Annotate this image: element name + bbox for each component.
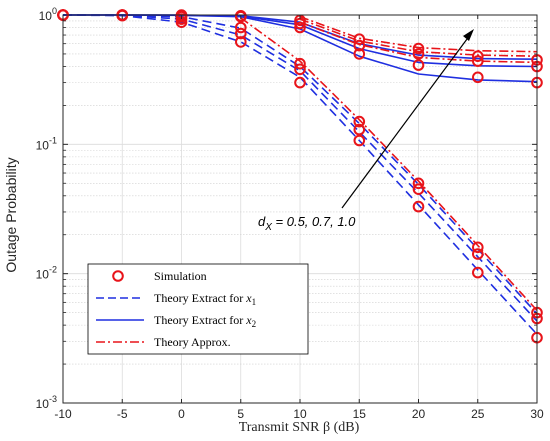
simulation-marker-0-4 [294, 76, 306, 89]
y-tick-exponent: -1 [49, 135, 57, 145]
annotation-arrow-head [463, 29, 474, 41]
simulation-marker-0-6 [412, 200, 425, 213]
simulation-marker-1-6 [412, 183, 425, 195]
legend-theory-x1-text: Theory Extract for [154, 291, 246, 305]
legend-simulation-label: Simulation [154, 269, 207, 283]
x-tick-label-3: 5 [237, 407, 244, 421]
y-tick-exponent: -3 [49, 394, 57, 404]
y-tick-label-1: 10-1 [36, 135, 57, 152]
x-axis-ticks: -10 -5 0 5 10 15 20 25 30 [54, 15, 544, 421]
legend-theory-x2-text: Theory Extract for [154, 313, 246, 327]
simulation-marker-0-5 [353, 134, 366, 147]
x-tick-label-4: 10 [293, 407, 307, 421]
legend-item-theory-x1: Theory Extract for x1 [96, 291, 256, 307]
annotation: dX = 0.5, 0.7, 1.0 [258, 29, 474, 233]
simulation-marker-2-7 [472, 241, 484, 254]
simulation-marker-3-5 [353, 48, 366, 60]
simulation-marker-2-3 [235, 21, 247, 34]
legend-theory-x1-label: Theory Extract for x1 [154, 291, 256, 307]
simulation-marker-3-6 [412, 59, 425, 71]
legend-item-theory-x2: Theory Extract for x2 [96, 313, 256, 329]
simulation-marker-5-6 [412, 42, 425, 55]
simulation-marker-2-4 [294, 57, 306, 70]
simulation-marker-5-3 [235, 10, 247, 22]
legend-approx-label: Theory Approx. [154, 335, 231, 349]
series-line-approx-9 [240, 17, 538, 311]
y-tick-base: 10 [36, 138, 50, 152]
simulation-marker-3-7 [472, 71, 484, 84]
simulation-marker-3-4 [294, 21, 306, 34]
annotation-prefix: d [258, 214, 266, 229]
simulation-marker-2-6 [412, 177, 425, 190]
simulation-marker-2-5 [353, 115, 366, 128]
legend-theory-x2-label: Theory Extract for x2 [154, 313, 256, 329]
annotation-subscript: X [264, 222, 272, 233]
legend-theory-x1-var: x [245, 291, 252, 305]
simulation-marker-1-3 [235, 27, 247, 40]
y-tick-base: 10 [39, 9, 53, 23]
x-axis-title: Transmit SNR β (dB) [239, 420, 360, 435]
x-tick-label-0: -10 [54, 407, 72, 421]
x-tick-label-8: 30 [530, 407, 544, 421]
y-axis-title: Outage Probability [3, 157, 19, 272]
legend: Simulation Theory Extract for x1 Theory … [87, 263, 309, 355]
x-tick-label-1: -5 [117, 407, 128, 421]
annotation-values: = 0.5, 0.7, 1.0 [272, 214, 356, 229]
y-tick-label-2: 10-2 [36, 265, 57, 282]
legend-theory-x1-sub: 1 [252, 297, 257, 307]
y-tick-exponent: 0 [52, 6, 57, 16]
y-tick-label-0: 100 [39, 6, 57, 23]
legend-item-approx: Theory Approx. [96, 335, 231, 349]
simulation-marker-5-5 [353, 33, 366, 46]
legend-simulation-marker [112, 270, 124, 282]
simulation-marker-1-5 [353, 123, 366, 136]
y-tick-base: 10 [36, 397, 50, 411]
series-line-approx-8 [299, 15, 538, 53]
simulation-marker-4-5 [353, 39, 366, 52]
x-tick-label-7: 25 [471, 407, 485, 421]
simulation-marker-4-6 [412, 48, 425, 60]
legend-item-simulation: Simulation [112, 269, 207, 283]
simulation-marker-5-7 [472, 50, 484, 63]
series-line-approx-6 [299, 21, 538, 64]
y-tick-exponent: -2 [49, 265, 57, 275]
series-line-x1-1 [62, 14, 538, 322]
series-line-x1-0 [62, 14, 538, 335]
legend-theory-x2-sub: 2 [252, 319, 257, 329]
simulation-marker-0-7 [472, 266, 484, 279]
y-tick-base: 10 [36, 268, 50, 282]
series-line-approx-7 [299, 18, 538, 57]
simulation-marker-1-7 [472, 248, 484, 260]
y-tick-label-3: 10-3 [36, 394, 57, 411]
annotation-label: dX = 0.5, 0.7, 1.0 [258, 214, 356, 233]
simulation-marker-0-3 [235, 36, 247, 48]
x-tick-label-2: 0 [178, 407, 185, 421]
simulation-marker-1-4 [294, 63, 306, 76]
x-tick-label-6: 20 [412, 407, 426, 421]
x-tick-label-5: 15 [353, 407, 367, 421]
legend-box [87, 263, 309, 355]
legend-theory-x2-var: x [245, 313, 252, 327]
simulation-marker-4-7 [472, 55, 484, 67]
annotation-arrow-line [341, 34, 471, 209]
